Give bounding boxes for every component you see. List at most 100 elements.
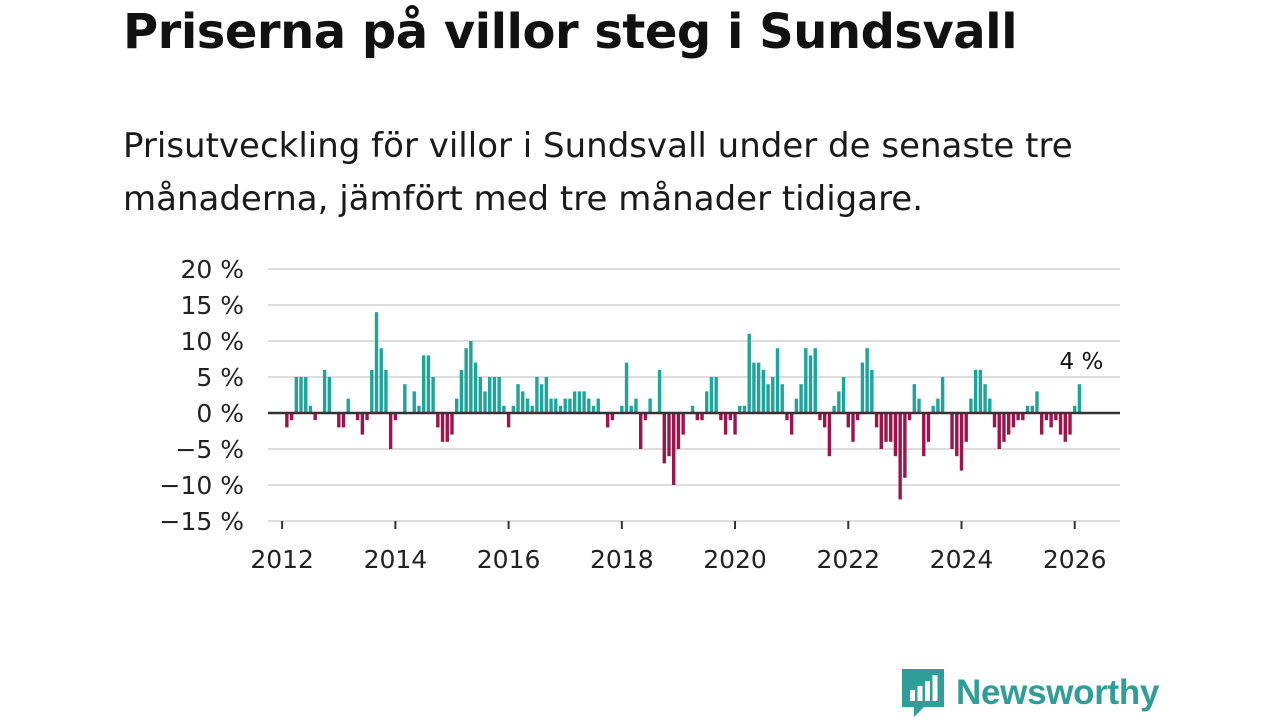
bar: [705, 391, 709, 413]
bar: [672, 413, 676, 485]
bar: [544, 377, 549, 413]
bar: [738, 405, 742, 413]
y-tick-label: 15 %: [180, 291, 244, 320]
bar: [695, 413, 700, 421]
bar: [780, 384, 784, 413]
bar: [285, 413, 289, 428]
bar: [620, 405, 624, 413]
bar: [327, 377, 332, 413]
bar: [488, 377, 492, 413]
bar: [591, 405, 596, 413]
bar: [450, 413, 454, 435]
bar: [785, 413, 789, 421]
bar: [1016, 413, 1020, 421]
bar: [907, 413, 912, 421]
bar: [804, 348, 808, 413]
bar: [572, 391, 577, 413]
bar: [761, 369, 766, 413]
bar: [308, 405, 313, 413]
bar: [1049, 413, 1053, 428]
bar: [455, 398, 459, 413]
bar: [1058, 413, 1063, 435]
bar: [596, 398, 600, 413]
x-tick-label: 2016: [477, 545, 541, 574]
bar: [700, 413, 704, 421]
bar: [789, 413, 794, 435]
bar: [421, 355, 426, 413]
bar: [304, 377, 308, 413]
x-tick-label: 2018: [590, 545, 654, 574]
bar: [436, 413, 440, 428]
bar: [1077, 384, 1082, 413]
bar: [742, 405, 747, 413]
x-tick-label: 2012: [250, 545, 314, 574]
bar: [469, 341, 473, 413]
bar: [964, 413, 968, 442]
bar: [969, 398, 973, 413]
x-tick-label: 2020: [703, 545, 767, 574]
bar: [516, 384, 520, 413]
x-tick-label: 2014: [364, 545, 428, 574]
bar: [879, 413, 883, 449]
bar: [827, 413, 832, 457]
annotations: 4 %: [1060, 349, 1104, 375]
y-tick-label: −10 %: [160, 471, 244, 500]
bar: [988, 398, 992, 413]
bar: [483, 391, 487, 413]
bar: [936, 398, 940, 413]
bar: [478, 377, 482, 413]
bar: [775, 348, 780, 413]
bar: [1025, 405, 1030, 413]
newsworthy-logo[interactable]: Newsworthy: [902, 669, 1159, 717]
bar: [403, 384, 407, 413]
bar: [997, 413, 1001, 449]
bar: [903, 413, 907, 478]
bar: [341, 413, 346, 428]
bar: [384, 369, 388, 413]
bar: [709, 377, 714, 413]
bar: [431, 377, 435, 413]
bar: [978, 369, 983, 413]
bar: [1044, 413, 1049, 421]
bar: [629, 405, 633, 413]
bar: [379, 348, 383, 413]
bar: [1073, 405, 1077, 413]
bar: [1002, 413, 1006, 442]
bar: [728, 413, 733, 421]
y-tick-label: 5 %: [196, 363, 244, 392]
bar: [370, 369, 374, 413]
bar: [676, 413, 681, 449]
bar: [346, 398, 350, 413]
y-tick-label: 20 %: [180, 255, 244, 284]
bar: [889, 413, 893, 442]
grid-lines: [268, 268, 1120, 522]
last-value-label: 4 %: [1060, 349, 1104, 375]
bar: [959, 413, 964, 471]
bar: [360, 413, 365, 435]
bar: [337, 413, 341, 428]
bar: [412, 391, 416, 413]
bar: [1063, 413, 1067, 442]
bar: [294, 377, 299, 413]
bar: [719, 413, 723, 421]
bar: [299, 377, 303, 413]
y-tick-label: −5 %: [175, 435, 244, 464]
bar: [426, 355, 431, 413]
bar: [884, 413, 888, 442]
bar: [393, 413, 398, 421]
bar: [459, 369, 464, 413]
bar: [733, 413, 737, 435]
bar: [624, 362, 629, 413]
bar: [1039, 413, 1044, 435]
bar: [690, 405, 695, 413]
bar: [492, 377, 497, 413]
bar: [794, 398, 799, 413]
bar: [747, 333, 751, 413]
bar: [1035, 391, 1039, 413]
bar: [1006, 413, 1011, 435]
bar: [955, 413, 959, 457]
bar: [926, 413, 931, 442]
bar: [657, 369, 662, 413]
bar: [521, 391, 525, 413]
